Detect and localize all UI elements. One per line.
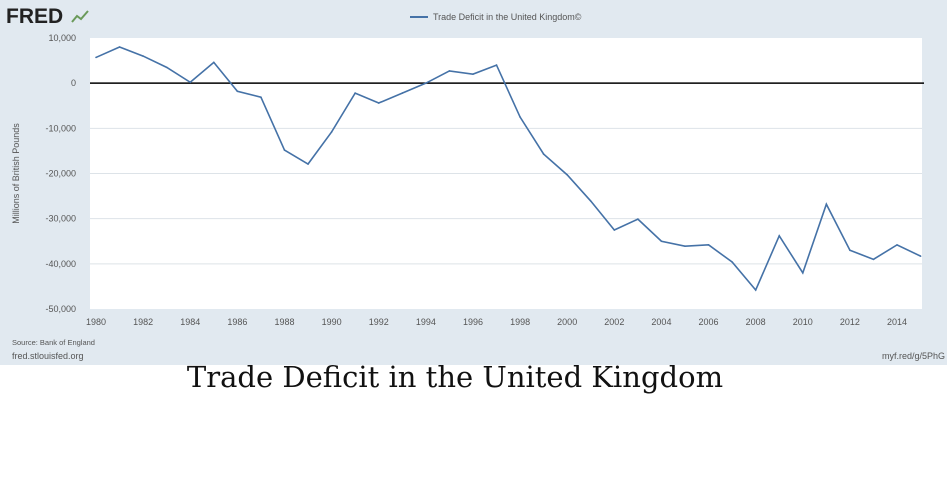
data-point [637, 218, 639, 220]
data-point [778, 235, 781, 237]
data-point [519, 116, 521, 118]
data-point [354, 92, 356, 94]
data-point [849, 249, 851, 252]
fred-chart: FRED Trade Deficit in the United Kingdom©… [0, 0, 947, 365]
data-point [260, 96, 262, 98]
x-tick-label: 2008 [746, 317, 766, 327]
y-tick-label: -50,000 [45, 304, 76, 314]
data-point [95, 56, 97, 59]
y-tick-label: 0 [71, 78, 76, 88]
data-point [754, 289, 757, 291]
y-tick-label: 10,000 [48, 33, 76, 43]
y-tick-label: -40,000 [45, 259, 76, 269]
x-tick-label: 2014 [887, 317, 907, 327]
x-tick-label: 1992 [369, 317, 389, 327]
data-point [118, 46, 121, 48]
x-tick-label: 1980 [86, 317, 106, 327]
x-tick-label: 1988 [274, 317, 294, 327]
fred-logo: FRED [6, 5, 63, 28]
data-point [307, 163, 309, 165]
data-point [472, 73, 474, 75]
x-tick-label: 1986 [227, 317, 247, 327]
x-tick-label: 1998 [510, 317, 530, 327]
data-point [707, 244, 710, 246]
x-tick-label: 2010 [793, 317, 813, 327]
data-point [495, 64, 498, 66]
x-tick-label: 2006 [699, 317, 719, 327]
data-point [589, 200, 592, 202]
fred-logo-chart-icon [71, 10, 89, 23]
data-point [377, 102, 380, 104]
data-point [425, 82, 427, 84]
y-tick-label: -10,000 [45, 123, 76, 133]
data-point [330, 131, 333, 133]
y-tick-label: -30,000 [45, 214, 76, 224]
data-point [236, 90, 239, 93]
legend-label: Trade Deficit in the United Kingdom© [433, 12, 582, 22]
caption: Trade Deficit in the United Kingdom [186, 360, 724, 394]
data-point [660, 240, 663, 243]
x-tick-label: 2002 [604, 317, 624, 327]
x-tick-label: 1982 [133, 317, 153, 327]
y-axis-label: Millions of British Pounds [11, 123, 21, 224]
y-tick-label: -20,000 [45, 169, 76, 179]
data-point [802, 272, 804, 274]
data-point [872, 258, 875, 261]
shortlink-text: myf.red/g/5PhG [882, 351, 945, 361]
data-point [189, 81, 192, 84]
data-point [896, 244, 898, 246]
x-tick-label: 1984 [180, 317, 200, 327]
data-point [142, 55, 144, 57]
x-tick-label: 2004 [651, 317, 671, 327]
x-tick-label: 1990 [322, 317, 342, 327]
data-point [283, 149, 286, 151]
data-point [566, 174, 568, 176]
x-tick-label: 1994 [416, 317, 436, 327]
site-text: fred.stlouisfed.org [12, 351, 84, 361]
data-point [165, 66, 168, 69]
x-tick-label: 1996 [463, 317, 483, 327]
x-tick-label: 2012 [840, 317, 860, 327]
data-point [401, 92, 404, 94]
source-text: Source: Bank of England [12, 338, 95, 347]
data-point [684, 245, 686, 248]
data-point [448, 70, 451, 72]
data-point [213, 61, 215, 64]
data-point [825, 203, 828, 206]
data-point [613, 229, 616, 231]
data-point [731, 261, 733, 263]
x-tick-label: 2000 [557, 317, 577, 327]
data-point [919, 255, 922, 257]
data-point [542, 153, 545, 155]
series-line [95, 46, 921, 292]
